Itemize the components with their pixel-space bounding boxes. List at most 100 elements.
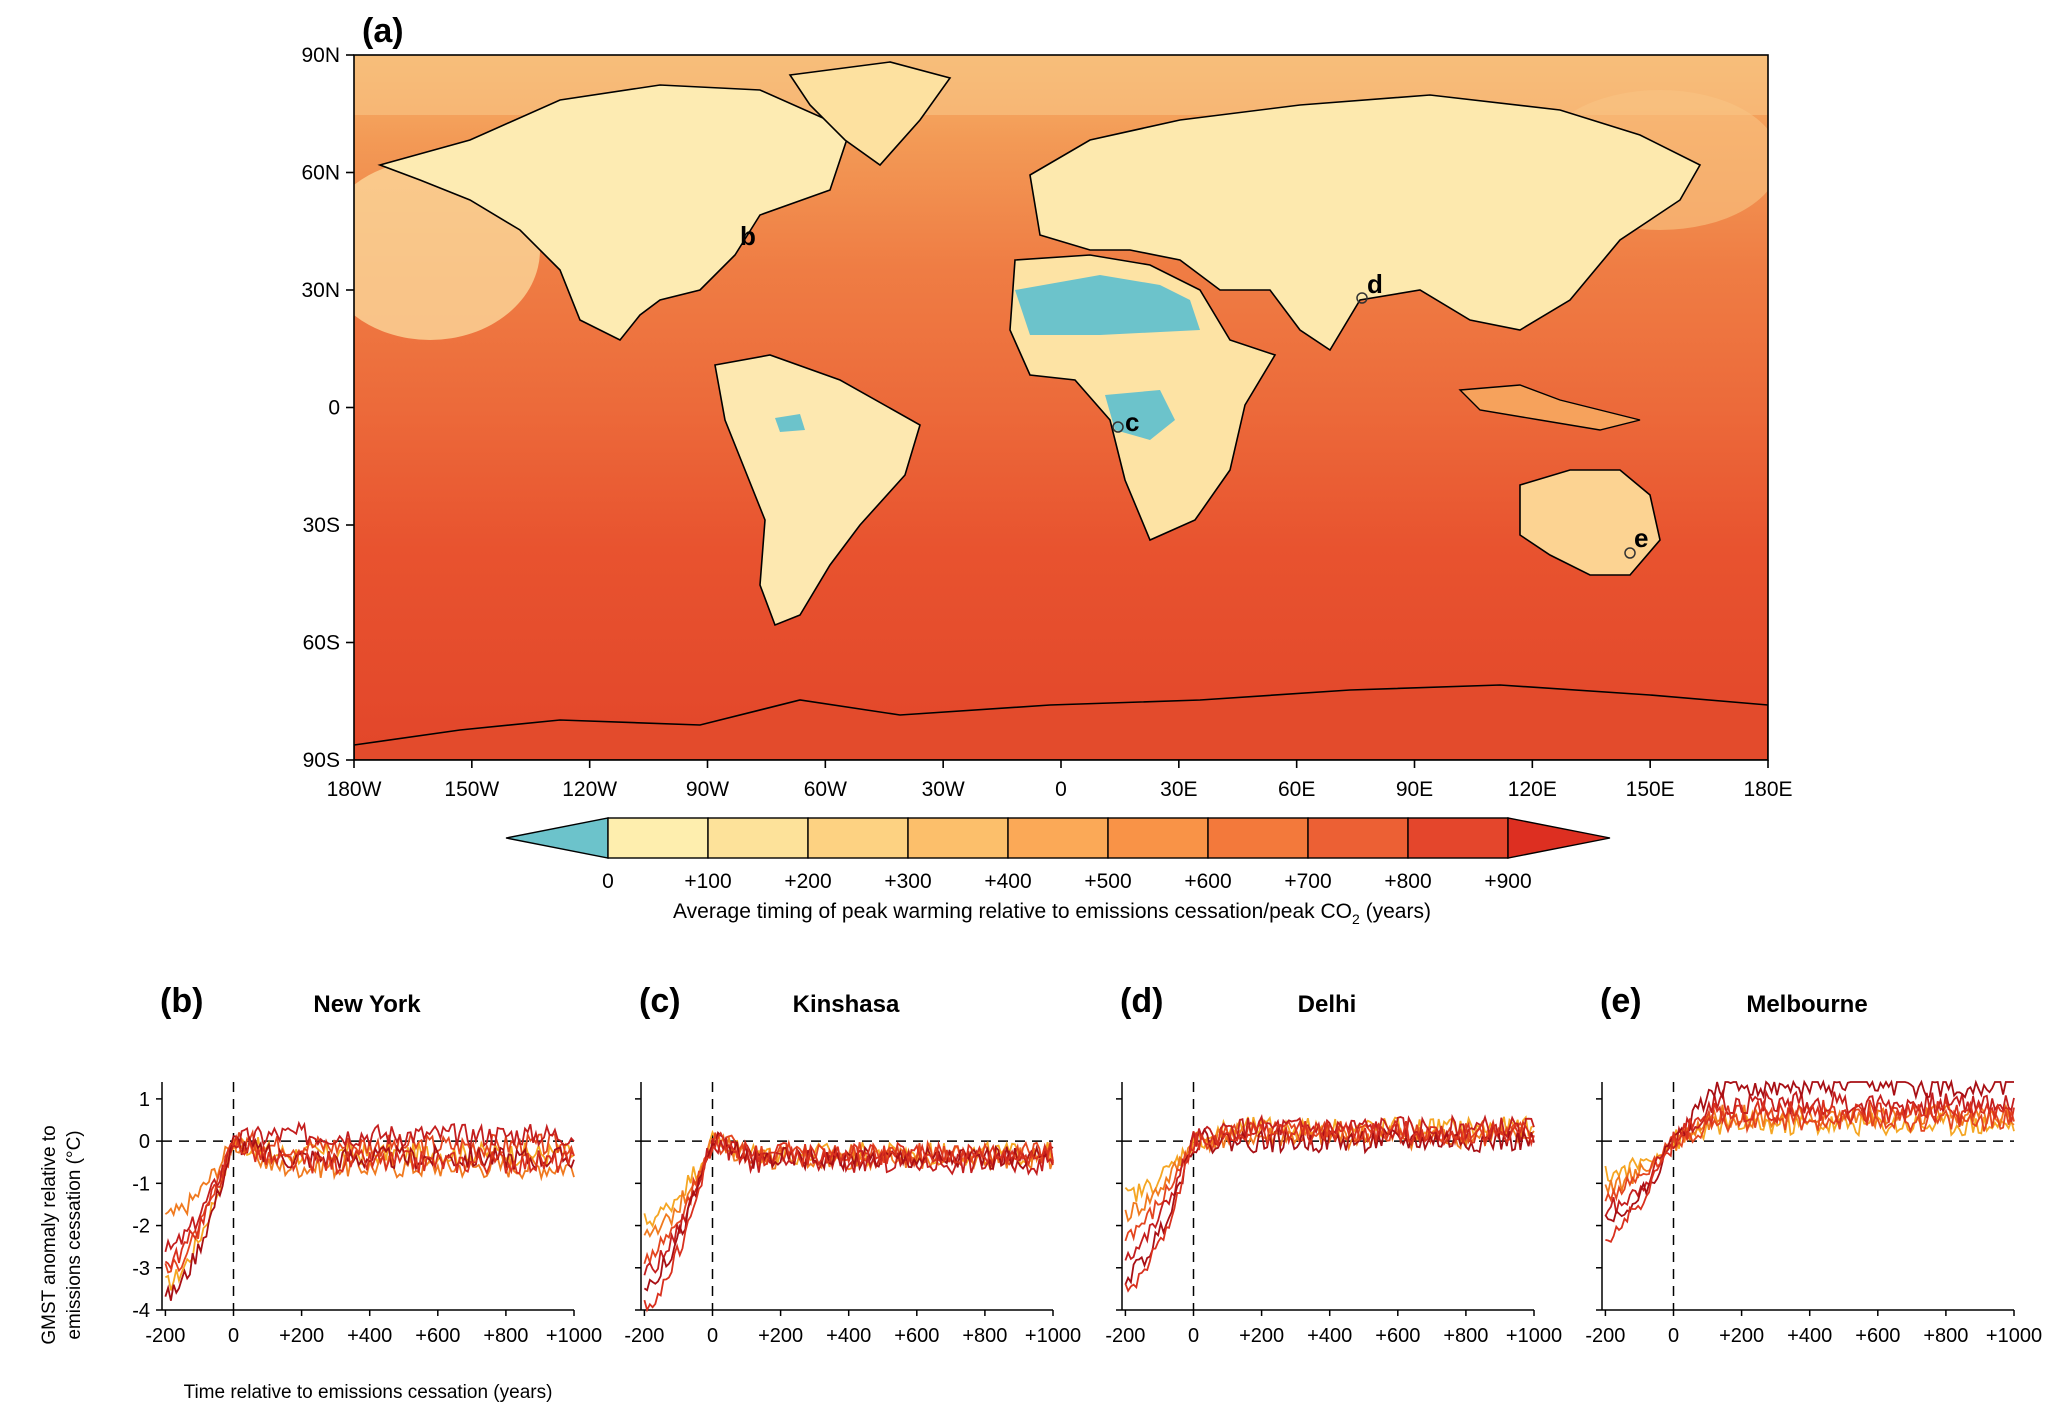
x-tick-label: 0 <box>707 1325 718 1347</box>
y-tick-label: 1 <box>139 1089 150 1111</box>
lon-tick-label: 120W <box>562 778 617 801</box>
site-marker-c: c <box>1112 407 1139 437</box>
line-panel-label: (c) <box>639 982 681 1020</box>
series-line <box>643 1131 1054 1292</box>
line-panel-title: Melbourne <box>1746 991 1867 1018</box>
line-panels: (b) New York 1 0 -1 -2 -3 -4 -200 0 +200 +400 +600 +8… <box>132 982 2042 1347</box>
map-longitude-axis: 180W 150W 120W 90W 60W 30W 0 30E 60E 90E 120E 150E 1… <box>327 760 1793 801</box>
x-tick-label: +800 <box>1443 1325 1488 1347</box>
colorbar-segment <box>1107 817 1209 859</box>
series-line <box>643 1131 1054 1313</box>
south-america <box>714 354 921 627</box>
site-marker-d-dot <box>1356 292 1368 304</box>
line-panel-2: (c) Kinshasa -200 0 +200 +400 +600 +800 +1000 <box>624 982 1081 1347</box>
lat-tick-label: 90S <box>303 749 340 772</box>
colorbar-tick-label: +800 <box>1384 870 1431 893</box>
site-marker-d: d <box>1356 269 1383 304</box>
line-panel-label: (e) <box>1600 982 1642 1020</box>
x-axis-label: Time relative to emissions cessation (ye… <box>184 1382 553 1403</box>
y-tick-label: -3 <box>132 1258 150 1280</box>
lat-tick-label: 0 <box>328 397 340 420</box>
x-tick-label: -200 <box>145 1325 185 1347</box>
lon-tick-label: 60W <box>804 778 847 801</box>
antarctica <box>354 684 1768 760</box>
colorbar-segment <box>1407 817 1509 859</box>
line-panel-label: (d) <box>1120 982 1163 1020</box>
lon-tick-label: 180W <box>327 778 382 801</box>
site-marker-b-label: b <box>740 221 756 251</box>
series-line <box>1604 1088 2015 1217</box>
series-line <box>643 1129 1054 1229</box>
site-marker-d-label: d <box>1367 269 1383 299</box>
x-tick-label: -200 <box>1585 1325 1625 1347</box>
x-tick-label: +400 <box>347 1325 392 1347</box>
colorbar-tick-label: +300 <box>884 870 931 893</box>
series-line <box>643 1137 1054 1276</box>
x-tick-label: +600 <box>894 1325 939 1347</box>
series-line <box>1124 1121 1535 1223</box>
x-tick-label: +800 <box>1923 1325 1968 1347</box>
colorbar-segment <box>907 817 1009 859</box>
x-tick-label: -200 <box>624 1325 664 1347</box>
x-tick-label: +200 <box>279 1325 324 1347</box>
x-tick-label: 0 <box>1188 1325 1199 1347</box>
x-tick-label: +400 <box>1787 1325 1832 1347</box>
amazon-region <box>775 414 805 432</box>
map-panel-label: (a) <box>362 12 404 50</box>
site-marker-e: e <box>1624 523 1648 559</box>
lon-tick-label: 150W <box>444 778 499 801</box>
series-line <box>1604 1109 2015 1183</box>
colorbar-tick-label: +700 <box>1284 870 1331 893</box>
colorbar-tick-label: +600 <box>1184 870 1231 893</box>
maritime-continent <box>1458 384 1641 431</box>
colorbar-title: Average timing of peak warming relative … <box>673 900 1431 927</box>
lat-tick-label: 30N <box>301 279 340 302</box>
colorbar-tick-label: +100 <box>684 870 731 893</box>
colorbar: 0 +100 +200 +300 +400 +500 +600 +700 +800 +900 <box>505 817 1611 893</box>
lon-tick-label: 150E <box>1626 778 1675 801</box>
series-line <box>1124 1118 1535 1293</box>
colorbar-tick-label: 0 <box>602 870 614 893</box>
greenland <box>788 61 952 167</box>
colorbar-segment <box>1007 817 1109 859</box>
north-america <box>377 84 851 342</box>
line-panel-title: New York <box>313 991 421 1018</box>
sahara-region <box>1015 275 1200 335</box>
eurasia <box>1029 94 1702 352</box>
y-tick-label: -1 <box>132 1173 150 1195</box>
x-tick-label: +800 <box>483 1325 528 1347</box>
colorbar-segment <box>607 817 709 859</box>
x-tick-label: 0 <box>1668 1325 1679 1347</box>
australia <box>1519 469 1661 576</box>
map-field: b c d e <box>354 55 1768 760</box>
map-panel: (a) <box>301 12 1792 927</box>
line-panel-4: (e) Melbourne -200 0 +200 +400 +600 +800 +1000 <box>1585 982 2042 1347</box>
colorbar-high-triangle <box>1507 817 1611 859</box>
lon-tick-label: 180E <box>1743 778 1792 801</box>
lat-tick-label: 30S <box>303 514 340 537</box>
site-marker-e-dot <box>1624 547 1636 559</box>
site-marker-c-label: c <box>1125 407 1139 437</box>
x-tick-label: +600 <box>1855 1325 1900 1347</box>
lat-tick-label: 90N <box>301 44 340 67</box>
x-tick-label: +400 <box>826 1325 871 1347</box>
colorbar-segment <box>1207 817 1309 859</box>
line-panel-title: Delhi <box>1298 991 1357 1018</box>
series-line <box>1604 1106 2015 1203</box>
x-tick-label: 0 <box>228 1325 239 1347</box>
x-tick-label: -200 <box>1105 1325 1145 1347</box>
x-tick-label: +800 <box>962 1325 1007 1347</box>
y-tick-label: 0 <box>139 1131 150 1153</box>
series-line <box>164 1137 575 1291</box>
map-latitude-axis: 90N 60N 30N 0 30S 60S 90S <box>301 44 354 772</box>
x-tick-label: +1000 <box>1986 1325 2042 1347</box>
x-tick-label: +600 <box>1375 1325 1420 1347</box>
x-tick-label: +1000 <box>1025 1325 1081 1347</box>
lon-tick-label: 90E <box>1396 778 1433 801</box>
line-panel-1: (b) New York 1 0 -1 -2 -3 -4 -200 0 +200 +400 +600 +8… <box>132 982 602 1347</box>
site-marker-e-label: e <box>1634 523 1648 553</box>
colorbar-segment <box>1307 817 1409 859</box>
x-tick-label: +200 <box>1239 1325 1284 1347</box>
colorbar-tick-label: +400 <box>984 870 1031 893</box>
